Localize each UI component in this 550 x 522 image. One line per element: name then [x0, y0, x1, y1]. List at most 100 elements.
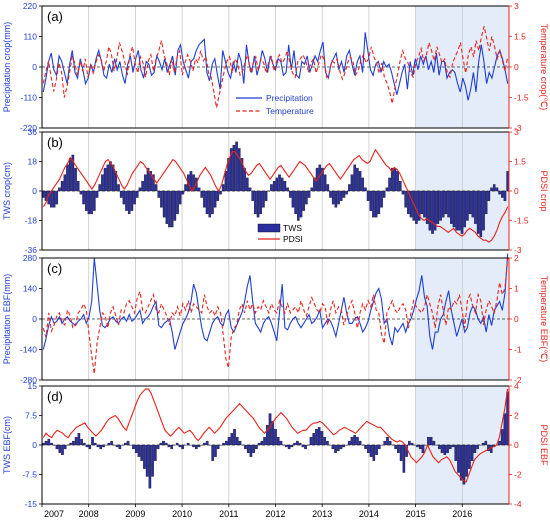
tws-bar	[309, 436, 313, 446]
right-tick-label: -2	[514, 375, 522, 385]
tws-bar	[176, 190, 179, 215]
tws-bar	[466, 190, 469, 221]
tws-bar	[288, 190, 292, 198]
tws-bar	[203, 442, 206, 446]
tws-bar	[500, 190, 504, 198]
right-tick-label: 1.5	[514, 32, 526, 42]
tws-bar	[167, 444, 171, 448]
tws-bar	[254, 190, 257, 215]
tws-bar	[312, 433, 316, 446]
tws-bar	[448, 444, 452, 450]
tws-bar	[397, 444, 400, 454]
tws-bar	[479, 190, 483, 238]
tws-bar	[372, 190, 375, 218]
tws-bar	[95, 190, 99, 198]
left-tick-label: -110	[21, 93, 38, 103]
tws-bar	[421, 444, 425, 454]
tws-bar	[394, 444, 397, 450]
tws-bar	[60, 181, 64, 192]
tws-bar	[280, 177, 284, 192]
tws-bar	[130, 190, 134, 211]
tws-bar	[52, 190, 56, 208]
tws-bar	[235, 436, 239, 446]
tws-bar	[192, 174, 195, 192]
tws-bar	[170, 444, 174, 450]
tws-bar	[487, 444, 490, 452]
right-tick-label: -1	[514, 345, 522, 355]
tws-bar	[484, 440, 488, 446]
tws-bar	[221, 184, 225, 192]
tws-bar	[160, 190, 163, 208]
tws-bar	[186, 442, 190, 446]
tws-bar	[482, 190, 485, 231]
right-tick-label: -1.5	[514, 93, 529, 103]
precipitation-line	[42, 253, 509, 350]
legend-tws-swatch	[257, 223, 281, 233]
tws-bar	[107, 442, 111, 446]
tws-bar	[462, 444, 466, 485]
tws-bar	[115, 444, 119, 448]
tws-bar	[79, 190, 83, 195]
tws-bar	[90, 190, 93, 215]
tws-bar	[80, 438, 83, 446]
tws-bar	[119, 190, 123, 198]
tws-bar	[96, 444, 100, 448]
tws-bar	[334, 444, 337, 454]
tws-bar	[184, 184, 187, 192]
tws-bar	[227, 436, 231, 446]
tws-bar	[503, 413, 507, 446]
tws-bar	[320, 431, 324, 446]
tws-bar	[173, 190, 177, 221]
tws-bar	[348, 184, 351, 192]
tws-bar	[458, 190, 461, 231]
tws-bar	[110, 440, 113, 446]
tws-bar	[431, 190, 434, 234]
tws-bar	[321, 167, 324, 192]
tws-bar	[299, 190, 303, 218]
tws-bar	[279, 440, 283, 446]
tws-bar	[76, 181, 80, 192]
tws-bar	[82, 190, 85, 205]
tws-bar	[93, 442, 97, 446]
right-tick-label: 0	[514, 186, 519, 196]
left-tick-label: 18	[28, 157, 38, 167]
tws-bar	[154, 184, 158, 192]
tws-bar	[232, 144, 236, 192]
left-tick-label: -220	[20, 123, 37, 133]
x-tick-label: 2008	[79, 509, 99, 519]
tws-bar	[498, 440, 501, 446]
left-tick-label: -140	[20, 345, 37, 355]
tws-bar	[331, 444, 335, 450]
tws-bar	[425, 190, 429, 224]
tws-bar	[489, 444, 493, 454]
tws-bar	[506, 391, 509, 446]
tws-bar	[286, 187, 289, 192]
tws-bar	[297, 190, 300, 221]
tws-bar	[404, 190, 407, 208]
tws-bar	[498, 190, 501, 195]
tws-bar	[396, 171, 399, 192]
right-tick-label: 2	[514, 253, 519, 263]
right-tick-label: -1.5	[514, 216, 529, 226]
left-axis-label: Precipitation crop(mm)	[2, 22, 12, 113]
right-tick-label: 1.5	[514, 157, 526, 167]
tws-bar	[42, 442, 45, 446]
tws-bar	[213, 190, 217, 208]
tws-bar	[337, 190, 340, 205]
tws-bar	[132, 444, 135, 450]
temperature-line	[42, 257, 509, 374]
tws-bar	[375, 444, 378, 455]
tws-bar	[347, 440, 351, 446]
tws-bar	[418, 444, 422, 450]
x-tick-label: 2010	[172, 509, 192, 519]
left-tick-label: 140	[23, 284, 37, 294]
tws-bar	[399, 181, 402, 192]
tws-bar	[71, 154, 75, 192]
x-tick-label: 2011	[219, 509, 238, 519]
tws-bar	[447, 190, 450, 218]
tws-bar	[298, 442, 302, 446]
panel-label: (a)	[47, 9, 63, 24]
tws-bar	[465, 444, 468, 477]
right-axis-label: PDSI EBF	[539, 424, 549, 466]
legend-temperature-label: Temperature	[266, 106, 314, 116]
